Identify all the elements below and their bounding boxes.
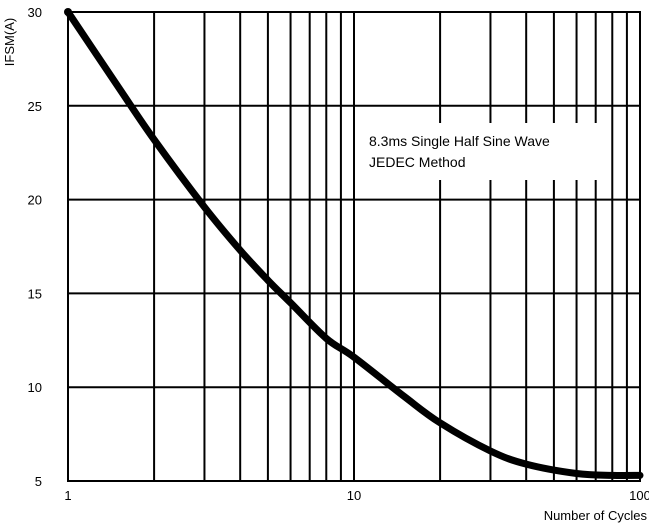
y-axis-label: IFSM(A) xyxy=(2,18,17,66)
annotation-line-1: 8.3ms Single Half Sine Wave xyxy=(369,133,550,149)
x-tick-label: 100 xyxy=(629,488,649,503)
grid-lines xyxy=(67,11,641,482)
y-tick-label: 5 xyxy=(35,474,42,489)
curve-start-point xyxy=(64,8,72,16)
annotation-background xyxy=(362,123,606,180)
x-axis-label: Number of Cycles xyxy=(544,508,648,523)
tick-labels: 1 10 100 5 10 15 20 25 30 xyxy=(28,5,649,503)
y-tick-label: 20 xyxy=(28,193,42,208)
plot-frame xyxy=(67,11,641,482)
y-tick-label: 30 xyxy=(28,5,42,20)
annotation-line-2: JEDEC Method xyxy=(369,154,465,170)
x-tick-label: 10 xyxy=(347,488,361,503)
x-tick-label: 1 xyxy=(64,488,71,503)
y-tick-label: 25 xyxy=(28,99,42,114)
y-tick-label: 15 xyxy=(28,286,42,301)
y-tick-label: 10 xyxy=(28,380,42,395)
surge-current-curve xyxy=(64,8,644,480)
curve-layer xyxy=(64,8,644,480)
